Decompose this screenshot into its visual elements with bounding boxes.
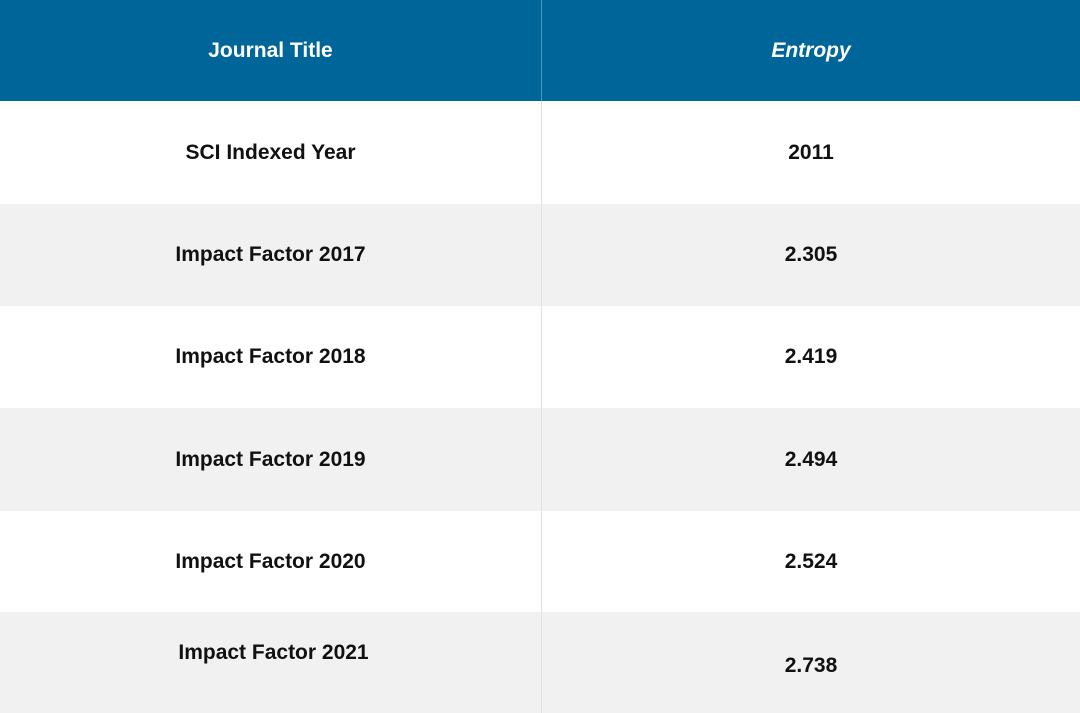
table-row: Impact Factor 2018 2.419 — [0, 306, 1080, 408]
table-cell: SCI Indexed Year — [0, 101, 542, 204]
table-row: SCI Indexed Year 2011 — [0, 101, 1080, 204]
header-text: Journal Title — [208, 38, 333, 62]
header-cell: Entropy — [542, 0, 1080, 101]
table-row: Impact Factor 2017 2.305 — [0, 204, 1080, 306]
table-cell: 2.494 — [542, 408, 1080, 511]
row-value: 2.305 — [784, 243, 838, 266]
row-label: Impact Factor 2019 — [175, 447, 366, 471]
table-cell: 2011 — [542, 101, 1080, 204]
row-label: Impact Factor 2021 — [178, 640, 369, 664]
header-text: Entropy — [771, 38, 851, 62]
table-row: Impact Factor 2020 2.524 — [0, 511, 1080, 612]
table-cell: Impact Factor 2020 — [0, 511, 542, 612]
row-value: 2.419 — [784, 345, 838, 368]
row-value: 2.738 — [784, 653, 838, 677]
header-row: Journal Title Entropy — [0, 0, 1080, 101]
table-cell: Impact Factor 2018 — [0, 306, 542, 408]
table-cell: 2.305 — [542, 204, 1080, 306]
row-label: Impact Factor 2017 — [175, 243, 366, 266]
row-label: Impact Factor 2020 — [175, 549, 366, 573]
table-row: Impact Factor 2019 2.494 — [0, 408, 1080, 511]
row-label: Impact Factor 2018 — [175, 345, 366, 368]
row-value: 2.524 — [784, 549, 838, 573]
row-value: 2011 — [788, 140, 834, 164]
row-value: 2.494 — [784, 447, 838, 471]
table-cell: Impact Factor 2019 — [0, 408, 542, 511]
table-cell: 2.419 — [542, 306, 1080, 408]
table-cell: 2.738 — [542, 612, 1080, 713]
header-cell: Journal Title — [0, 0, 542, 101]
table-cell: Impact Factor 2017 — [0, 204, 542, 306]
table-cell: Impact Factor 2021 — [0, 612, 542, 713]
table-cell: 2.524 — [542, 511, 1080, 612]
table-row: Impact Factor 2021 2.738 — [0, 612, 1080, 713]
row-label: SCI Indexed Year — [185, 140, 356, 164]
